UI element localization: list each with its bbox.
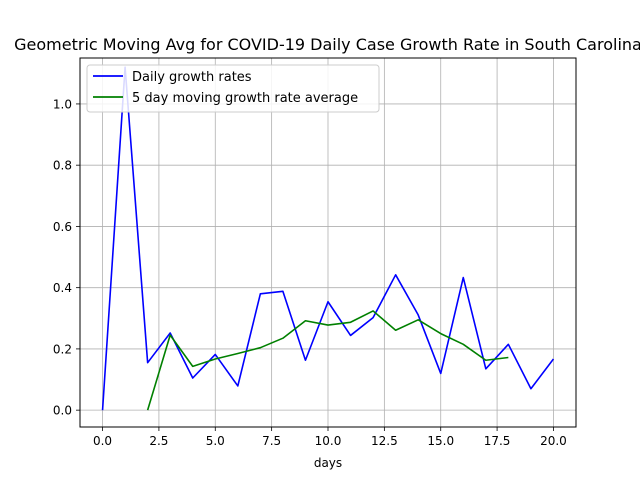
legend-label-5-day-moving-average: 5 day moving growth rate average xyxy=(132,91,358,106)
chart-title: Geometric Moving Avg for COVID-19 Daily … xyxy=(14,35,640,54)
y-axis-ticks: 0.0 0.2 0.4 0.6 0.8 1.0 xyxy=(53,97,80,418)
x-axis-ticks: 0.0 2.5 5.0 7.5 10.0 12.5 15.0 17.5 20.0 xyxy=(93,427,567,448)
series-layer xyxy=(101,66,555,411)
y-tick-label: 0.2 xyxy=(53,342,72,356)
y-tick-label: 0.6 xyxy=(53,220,72,234)
y-tick-label: 1.0 xyxy=(53,97,72,111)
x-tick-label: 0.0 xyxy=(93,434,112,448)
y-tick-label: 0.4 xyxy=(53,281,72,295)
x-tick-label: 12.5 xyxy=(371,434,398,448)
y-tick-label: 0.0 xyxy=(53,404,72,418)
x-tick-label: 7.5 xyxy=(262,434,281,448)
legend-label-daily-growth-rates: Daily growth rates xyxy=(132,70,252,85)
legend: Daily growth rates 5 day moving growth r… xyxy=(86,64,380,113)
x-tick-label: 2.5 xyxy=(149,434,168,448)
x-tick-label: 20.0 xyxy=(540,434,567,448)
x-tick-label: 5.0 xyxy=(206,434,225,448)
series-line-5-day-moving-average xyxy=(146,310,509,411)
x-tick-label: 15.0 xyxy=(427,434,454,448)
y-tick-label: 0.8 xyxy=(53,159,72,173)
x-axis-label: days xyxy=(314,456,342,470)
x-tick-label: 10.0 xyxy=(315,434,342,448)
series-line-daily-growth-rates xyxy=(101,66,555,411)
x-tick-label: 17.5 xyxy=(484,434,511,448)
legend-box xyxy=(86,64,380,113)
grid xyxy=(80,58,576,427)
